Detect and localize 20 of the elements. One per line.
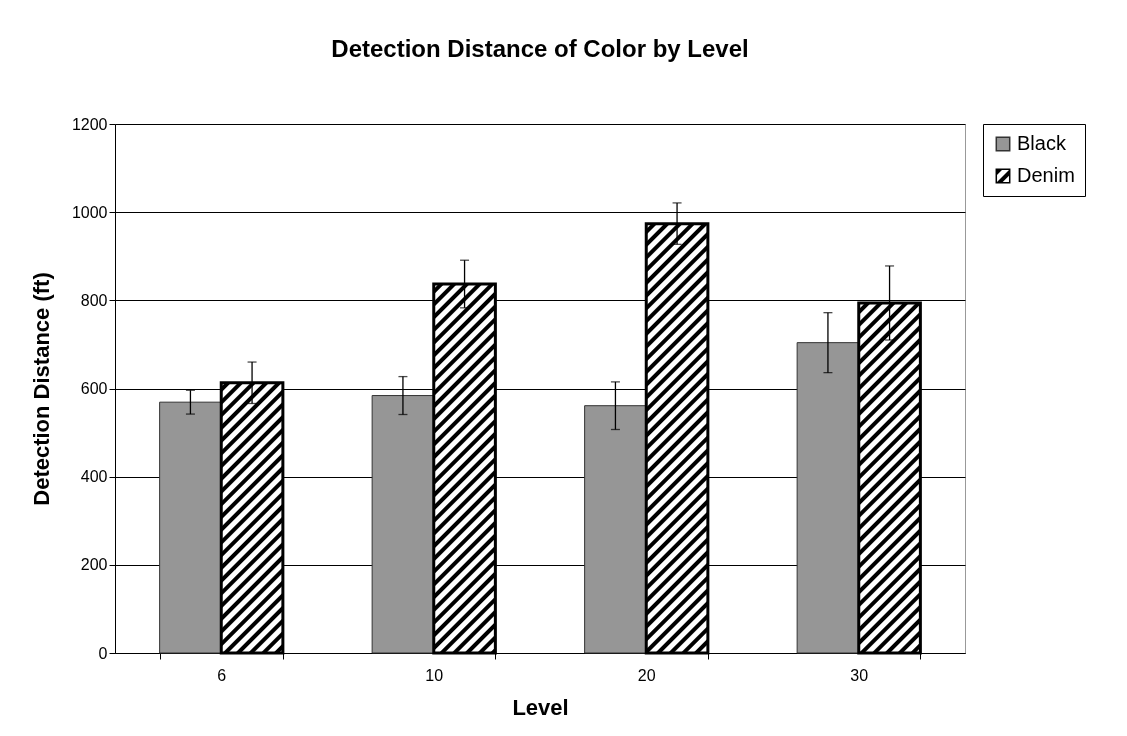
- bar: [584, 405, 647, 654]
- y-tick-label: 0: [98, 644, 108, 662]
- y-tick-label: 800: [80, 291, 108, 309]
- bar: [159, 401, 222, 654]
- x-tick-label: 30: [850, 666, 869, 684]
- x-tick-label: 20: [637, 666, 656, 684]
- y-tick-label: 1000: [71, 203, 108, 221]
- y-tick-label: 200: [80, 556, 108, 574]
- x-axis-title: Level: [512, 694, 569, 720]
- bar: [371, 395, 435, 654]
- legend-label: Black: [1017, 132, 1067, 154]
- x-tick-label: 6: [217, 666, 227, 684]
- legend-label: Denim: [1017, 164, 1075, 186]
- bar: [796, 342, 860, 654]
- chart-title: Detection Distance of Color by Level: [331, 35, 749, 62]
- x-tick-label: 10: [425, 666, 444, 684]
- y-tick-label: 400: [80, 468, 108, 486]
- y-axis-title: Detection Distance (ft): [28, 272, 54, 506]
- y-tick-label: 1200: [71, 115, 108, 133]
- y-tick-label: 600: [80, 380, 108, 397]
